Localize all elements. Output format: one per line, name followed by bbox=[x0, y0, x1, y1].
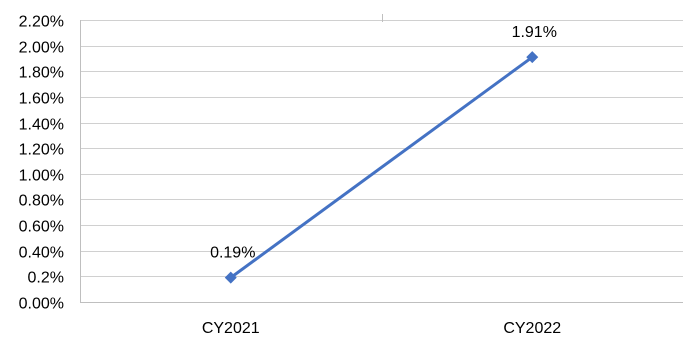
y-tick-label: 0.40% bbox=[19, 245, 64, 262]
y-tick-label: 1.20% bbox=[19, 142, 64, 159]
y-tick-label: 0.60% bbox=[19, 219, 64, 236]
x-tick-label: CY2021 bbox=[202, 320, 260, 337]
y-tick-label: 0.80% bbox=[19, 193, 64, 210]
y-tick-label: 1.80% bbox=[19, 65, 64, 82]
y-tick-label: 1.40% bbox=[19, 117, 64, 134]
data-labels: 0.19% 1.91% bbox=[210, 24, 557, 261]
y-tick-label: 0.2% bbox=[28, 270, 64, 287]
gridlines bbox=[80, 20, 683, 277]
series-line bbox=[229, 55, 534, 279]
data-point-marker bbox=[224, 271, 237, 284]
x-axis-tick-labels: CY2021 CY2022 bbox=[202, 320, 561, 337]
x-tick-label: CY2022 bbox=[503, 320, 561, 337]
y-tick-label: 0.00% bbox=[19, 296, 64, 313]
series-group bbox=[224, 51, 539, 284]
y-tick-label: 2.00% bbox=[19, 40, 64, 57]
data-point-marker bbox=[526, 51, 539, 64]
y-tick-label: 1.00% bbox=[19, 168, 64, 185]
y-tick-label: 2.20% bbox=[19, 14, 64, 31]
y-axis-tick-labels: 0.00% 0.2% 0.40% 0.60% 0.80% 1.00% 1.20% 1.40% 1… bbox=[19, 14, 64, 313]
axes bbox=[80, 14, 683, 303]
data-label: 0.19% bbox=[210, 245, 255, 262]
data-label: 1.91% bbox=[512, 24, 557, 41]
y-tick-label: 1.60% bbox=[19, 91, 64, 108]
